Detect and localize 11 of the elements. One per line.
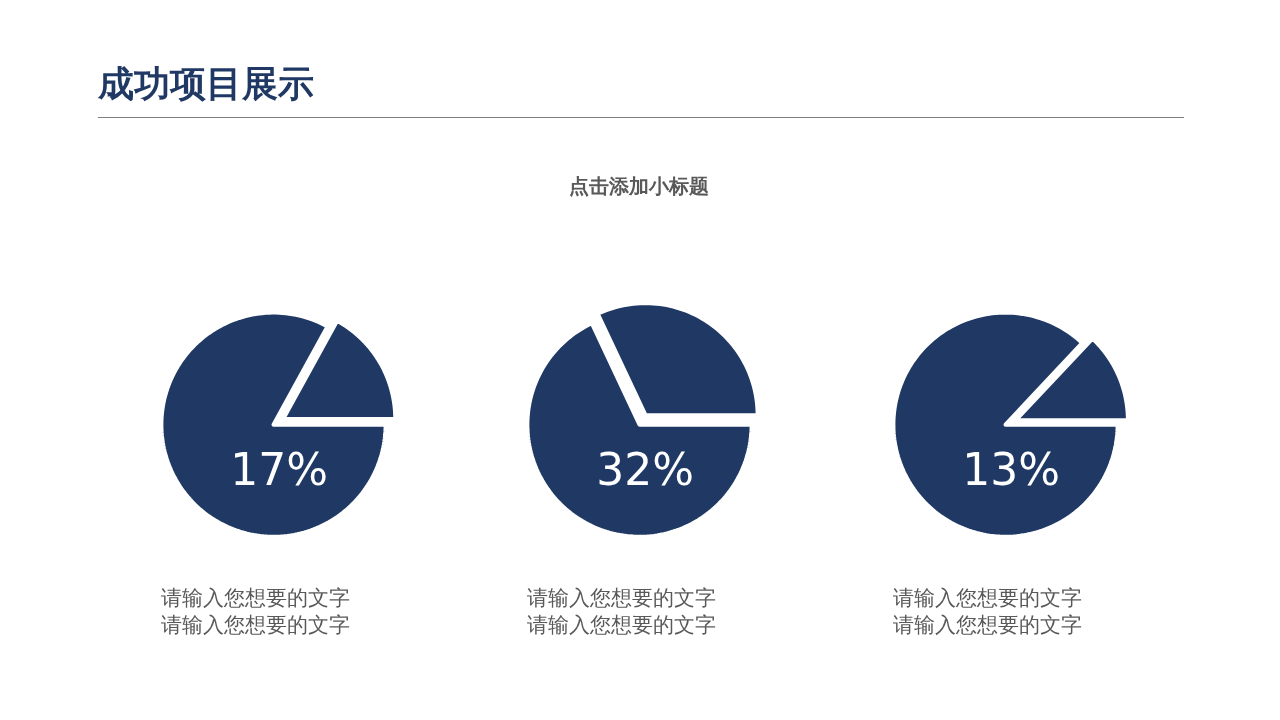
text: 32% — [596, 444, 694, 496]
text: 请输入您想要的文字 — [527, 586, 717, 611]
text: 13% — [962, 444, 1060, 496]
text: 请输入您想要的文字 — [161, 586, 351, 611]
text: 请输入您想要的文字 — [893, 586, 1083, 611]
chart-title: 成功项目展示 — [98, 62, 315, 106]
text: 17% — [230, 444, 328, 496]
text: 请输入您想要的文字 — [527, 613, 717, 638]
text: 请输入您想要的文字 — [893, 613, 1083, 638]
chart-subtitle: 点击添加小标题 — [568, 173, 710, 200]
text: 请输入您想要的文字 — [161, 613, 351, 638]
